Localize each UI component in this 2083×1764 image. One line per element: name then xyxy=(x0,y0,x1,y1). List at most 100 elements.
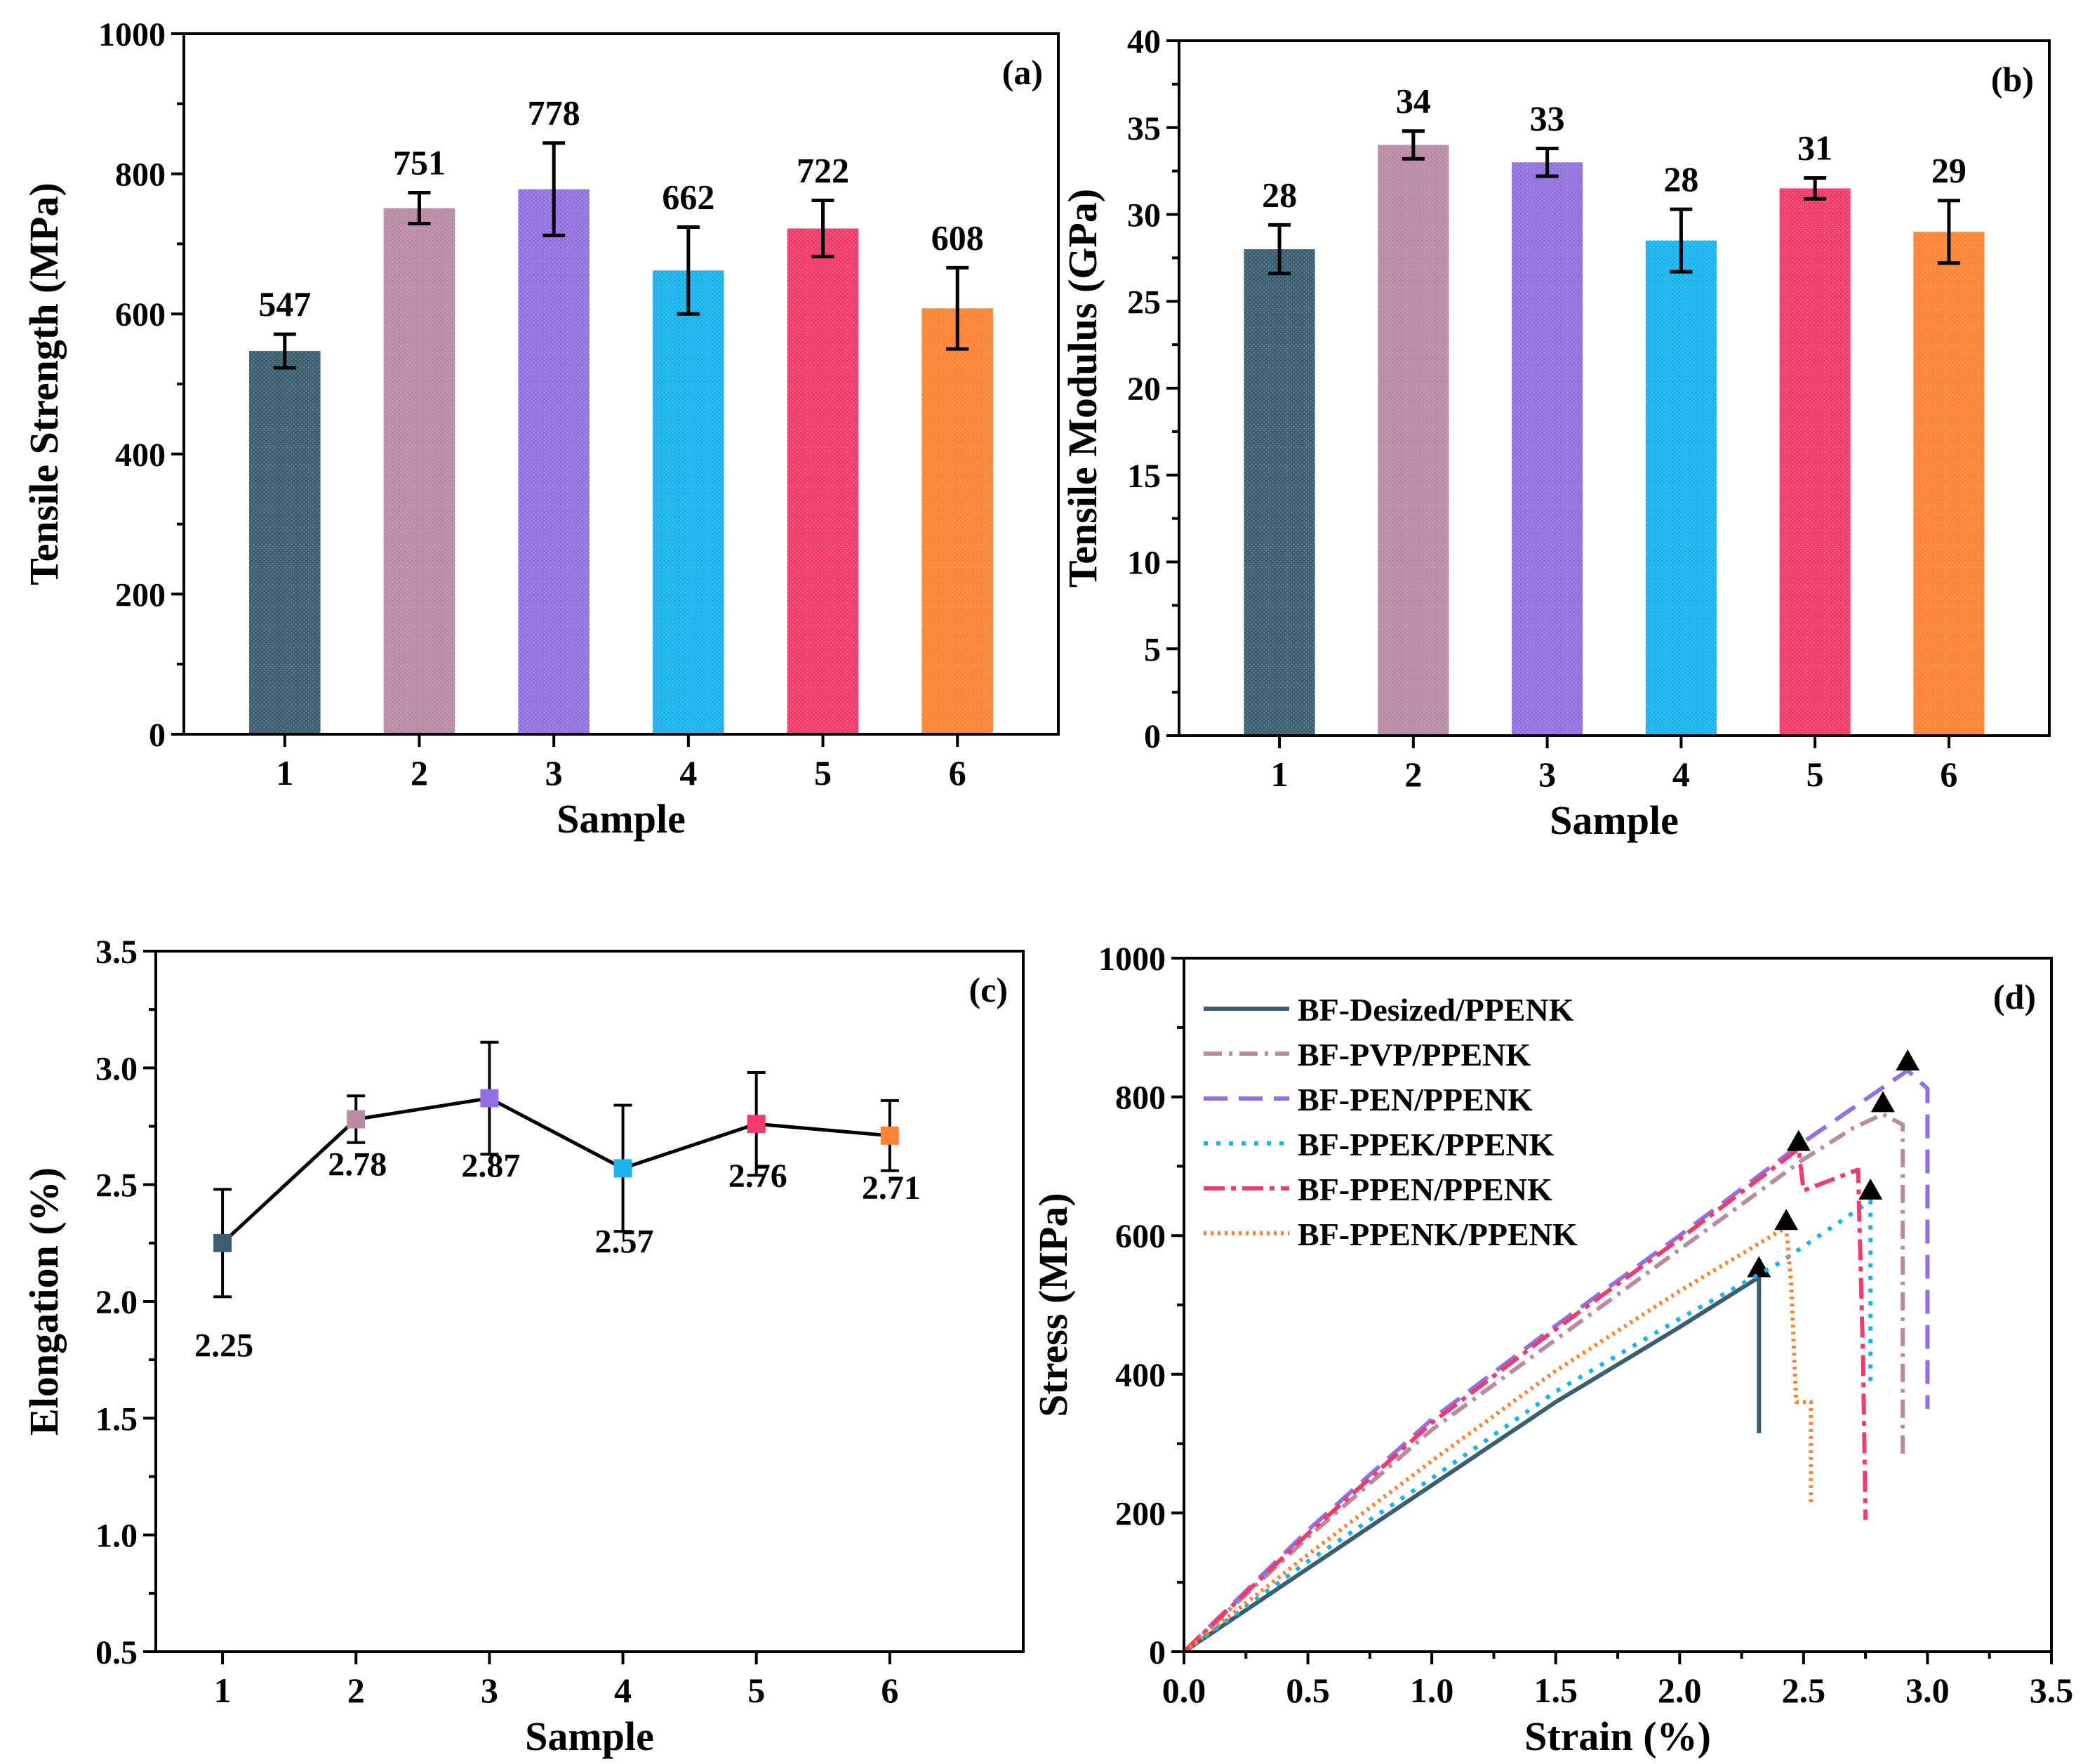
x-tick-label-d: 1.5 xyxy=(1533,1671,1578,1710)
value-label-c: 2.57 xyxy=(595,1223,654,1260)
y-tick-label-b: 0 xyxy=(1144,718,1161,755)
failure-marker-triangle xyxy=(1747,1256,1771,1278)
failure-marker-triangle xyxy=(1858,1178,1883,1200)
bar-texture-a xyxy=(383,208,455,734)
x-tick-label-a: 4 xyxy=(679,753,697,793)
legend-entry: BF-PPEN/PPENK xyxy=(1298,1172,1552,1207)
y-tick-label-b: 40 xyxy=(1127,23,1161,60)
x-tick-label-a: 3 xyxy=(545,753,563,793)
y-tick-label-c: 2.5 xyxy=(95,1167,138,1205)
failure-marker-triangle xyxy=(1896,1049,1920,1071)
x-tick-label-d: 2.0 xyxy=(1658,1671,1702,1710)
x-tick-label-c: 5 xyxy=(747,1671,765,1710)
value-label-a: 778 xyxy=(528,93,580,133)
bar-texture-b xyxy=(1779,188,1851,736)
failure-marker-triangle xyxy=(1786,1129,1811,1151)
value-label-c: 2.25 xyxy=(194,1327,253,1364)
legend-entry: BF-PPEK/PPENK xyxy=(1298,1127,1555,1162)
y-tick-label-a: 400 xyxy=(115,437,166,474)
y-tick-label-b: 15 xyxy=(1127,458,1161,495)
y-tick-label-d: 1000 xyxy=(1098,941,1166,978)
bar-texture-a xyxy=(921,308,994,734)
x-tick-label-c: 4 xyxy=(614,1671,632,1710)
series-line-bf-ppek-ppenk xyxy=(1183,1198,1873,1654)
y-tick-label-b: 10 xyxy=(1127,545,1161,582)
value-label-c: 2.71 xyxy=(862,1169,921,1207)
bar-texture-a xyxy=(653,270,724,735)
x-axis-title-b: Sample xyxy=(1550,797,1679,843)
x-axis-title-c: Sample xyxy=(525,1713,654,1759)
x-tick-label-c: 3 xyxy=(481,1671,498,1710)
plot-frame-b xyxy=(1178,39,2051,737)
x-tick-label-d: 0.5 xyxy=(1286,1671,1330,1710)
x-tick-label-c: 2 xyxy=(347,1671,365,1710)
x-tick-label-b: 4 xyxy=(1672,755,1690,794)
y-axis-title-d: Stress (MPa) xyxy=(1030,1193,1076,1417)
y-tick-label-c: 1.0 xyxy=(95,1518,138,1555)
x-tick-label-b: 1 xyxy=(1271,755,1289,794)
value-label-b: 29 xyxy=(1931,151,1966,190)
y-tick-label-b: 30 xyxy=(1127,197,1161,234)
value-label-a: 547 xyxy=(258,284,311,324)
panel-label-a: (a) xyxy=(1002,53,1043,92)
value-label-c: 2.76 xyxy=(728,1158,787,1195)
y-tick-label-a: 600 xyxy=(115,296,166,333)
y-tick-label-c: 0.5 xyxy=(95,1634,138,1671)
legend-entry: BF-PEN/PPENK xyxy=(1298,1082,1533,1118)
marker-c-sample-6 xyxy=(880,1126,899,1145)
y-tick-label-d: 600 xyxy=(1115,1218,1166,1255)
value-label-b: 28 xyxy=(1262,175,1297,214)
series-line-bf-pen-ppenk xyxy=(1182,1068,1930,1654)
bar-texture-a xyxy=(787,228,859,735)
x-tick-label-d: 0.0 xyxy=(1162,1671,1206,1710)
failure-marker-triangle xyxy=(1774,1209,1799,1231)
x-tick-label-b: 2 xyxy=(1404,755,1422,794)
series-line-bf-ppenk-ppenk xyxy=(1183,1225,1814,1654)
value-label-a: 662 xyxy=(662,177,714,216)
legend-entry: BF-PPENK/PPENK xyxy=(1298,1216,1578,1252)
x-tick-label-a: 2 xyxy=(411,753,428,793)
y-tick-label-c: 1.5 xyxy=(95,1400,138,1438)
y-tick-label-c: 3.0 xyxy=(95,1050,138,1087)
y-tick-label-c: 3.5 xyxy=(95,934,138,971)
panel-label-b: (b) xyxy=(1991,60,2034,99)
y-tick-label-d: 400 xyxy=(1115,1357,1166,1394)
panel-label-d: (d) xyxy=(1993,977,2036,1016)
y-axis-title-c: Elongation (%) xyxy=(21,1167,67,1435)
value-label-c: 2.78 xyxy=(328,1146,387,1183)
bar-texture-b xyxy=(1512,162,1583,736)
bar-texture-b xyxy=(1244,249,1315,736)
y-tick-label-a: 1000 xyxy=(98,16,166,53)
plot-frame-c xyxy=(154,950,1025,1653)
panel-b-tensile-modulus-chart: 0510152025303540281342333284315296Tensil… xyxy=(1060,23,2051,843)
bar-texture-b xyxy=(1645,240,1717,736)
x-tick-label-d: 3.5 xyxy=(2030,1671,2074,1710)
x-tick-label-c: 6 xyxy=(881,1671,898,1710)
panel-label-c: (c) xyxy=(969,970,1009,1009)
y-tick-label-b: 25 xyxy=(1127,284,1161,321)
value-label-b: 28 xyxy=(1663,159,1698,199)
y-tick-label-d: 200 xyxy=(1115,1495,1166,1532)
bar-texture-a xyxy=(248,351,321,734)
value-label-b: 34 xyxy=(1396,81,1431,121)
series-line-bf-pvp-ppenk xyxy=(1182,1112,1905,1654)
x-tick-label-a: 1 xyxy=(276,753,293,793)
x-tick-label-b: 3 xyxy=(1538,755,1556,794)
series-line-bf-desized-ppenk xyxy=(1183,1275,1762,1654)
plot-frame-d xyxy=(1183,957,2053,1653)
x-tick-label-c: 1 xyxy=(214,1671,232,1710)
panel-a-tensile-strength-chart: 0 200 400 600 800 1000 547 1 751 2 778 3 662 4 722 5 608… xyxy=(21,16,1060,842)
x-tick-label-b: 5 xyxy=(1806,755,1824,794)
y-tick-label-c: 2.0 xyxy=(95,1284,138,1321)
bar-texture-b xyxy=(1378,145,1449,736)
value-label-c: 2.87 xyxy=(461,1148,520,1185)
panel-d-stress-strain-chart: 0 200 400 600 800 1000 0.0 0.5 1.0 1.5 2.0 2.5 3.0 3.… xyxy=(1030,941,2073,1759)
y-tick-label-d: 0 xyxy=(1149,1634,1166,1671)
marker-c-sample-5 xyxy=(747,1115,766,1134)
value-label-a: 608 xyxy=(931,218,984,257)
y-tick-label-b: 35 xyxy=(1127,110,1161,147)
y-axis-title-b: Tensile Modulus (GPa) xyxy=(1060,189,1105,588)
x-tick-label-a: 6 xyxy=(949,753,966,793)
x-tick-label-d: 2.5 xyxy=(1782,1671,1826,1710)
x-tick-label-a: 5 xyxy=(814,753,832,793)
